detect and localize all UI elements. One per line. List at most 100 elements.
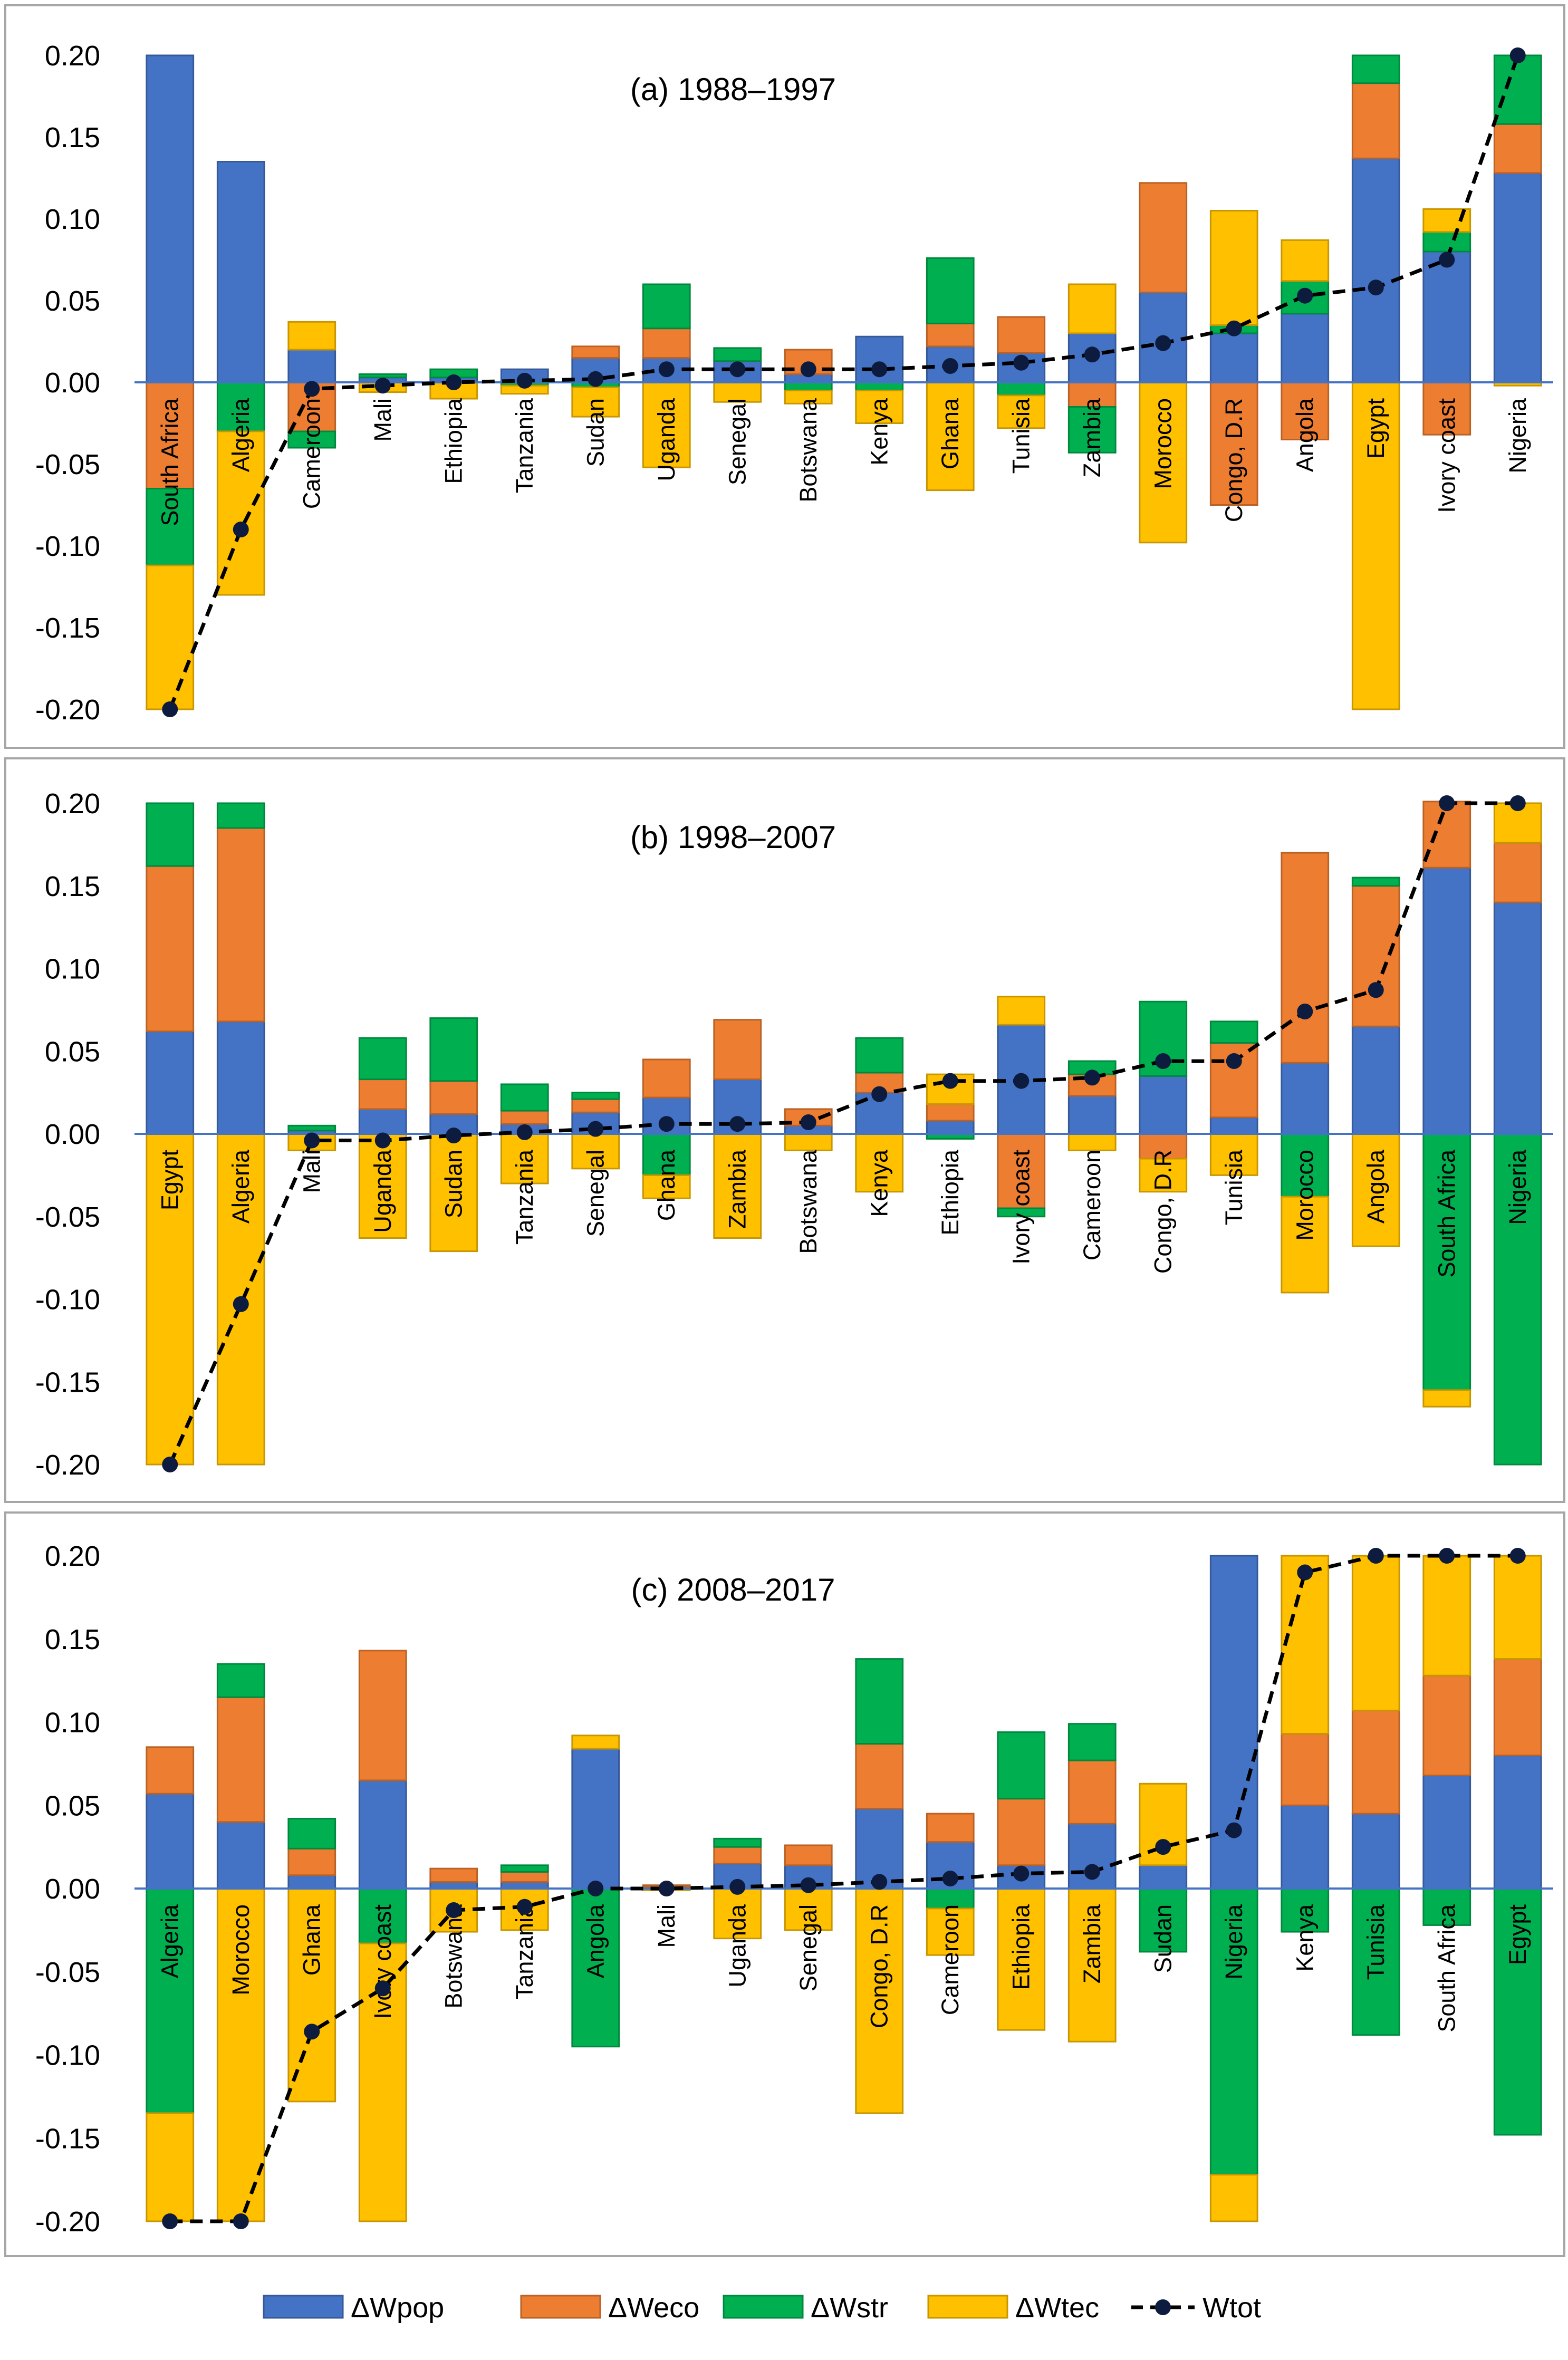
bar-wpop-congo-d-r	[1209, 332, 1258, 383]
bar-weco-ghana	[287, 1847, 336, 1876]
wtot-point-ghana	[304, 2024, 320, 2040]
bar-wstr-angola	[1351, 876, 1400, 887]
bar-wpop-algeria	[216, 1020, 265, 1135]
category-label-sudan: Sudan	[1149, 1904, 1176, 1973]
y-tick-label: 0.05	[45, 1790, 100, 1822]
bar-weco-sudan	[429, 1080, 478, 1115]
wtot-point-tunisia	[1226, 1053, 1242, 1070]
category-label-ghana: Ghana	[653, 1149, 680, 1221]
category-label-tanzania: Tanzania	[511, 398, 538, 493]
wtot-point-cameroon	[942, 1871, 958, 1887]
bar-wstr-sudan	[429, 1017, 478, 1082]
bar-wtec-uganda	[358, 1133, 407, 1239]
bar-wtec-sudan	[571, 386, 620, 418]
bar-wtec-botswana	[784, 390, 833, 404]
bar-wtec-ivory-coast	[997, 996, 1046, 1026]
bar-wpop-nigeria	[1209, 1555, 1258, 1890]
bar-wstr-zambia	[1067, 1723, 1117, 1761]
category-label-senegal: Senegal	[582, 1150, 609, 1237]
category-label-sudan: Sudan	[582, 398, 609, 467]
bar-wtec-kenya	[855, 390, 904, 424]
category-label-cameroon: Cameroon	[937, 1904, 964, 2015]
category-label-botswana: Botswana	[795, 1149, 822, 1254]
wtot-point-ethiopia	[942, 1073, 958, 1089]
bar-wtec-kenya	[855, 1133, 904, 1193]
y-tick-label: -0.15	[35, 2123, 100, 2154]
category-label-ghana: Ghana	[298, 1904, 325, 1976]
category-label-egypt: Egypt	[1362, 398, 1389, 459]
bar-wstr-ethiopia	[997, 1731, 1046, 1800]
bar-wstr-algeria	[216, 802, 265, 829]
bar-wpop-angola	[1351, 1025, 1400, 1135]
wtot-point-sudan	[446, 1128, 462, 1144]
wtot-point-senegal	[588, 1121, 604, 1137]
category-label-ivory-coast: Ivory coast	[1433, 398, 1460, 513]
category-label-angola: Angola	[582, 1904, 609, 1978]
wtot-point-botswana	[446, 1902, 462, 1919]
category-label-tanzania: Tanzania	[511, 1904, 538, 1999]
bar-wtec-ghana	[926, 381, 975, 492]
category-label-congo-d-r: Congo, D.R	[865, 1904, 892, 2028]
bar-weco-ghana	[642, 1058, 691, 1099]
category-label-algeria: Algeria	[227, 398, 254, 472]
wtot-point-congo-d-r	[1155, 1053, 1171, 1070]
legend-label-wtec: ΔWtec	[1015, 2292, 1099, 2324]
bar-weco-uganda	[642, 327, 691, 359]
legend-label-wpop: ΔWpop	[351, 2292, 444, 2324]
bar-wpop-algeria	[216, 161, 265, 383]
bar-wpop-algeria	[146, 1793, 195, 1890]
y-tick-label: 0.15	[45, 122, 100, 153]
bar-weco-algeria	[216, 827, 265, 1023]
wtot-point-tunisia	[1013, 354, 1030, 371]
bar-weco-egypt	[1351, 82, 1400, 159]
bar-wpop-south-africa	[146, 54, 195, 383]
wtot-point-angola	[1297, 287, 1313, 304]
category-label-senegal: Senegal	[795, 1904, 822, 1991]
wtot-point-angola	[588, 1881, 604, 1896]
bar-wpop-tunisia	[1351, 1813, 1400, 1890]
wtot-point-morocco	[233, 2213, 249, 2229]
bar-wpop-nigeria	[1493, 172, 1542, 383]
bars	[146, 1555, 1542, 2222]
bar-weco-congo-d-r	[855, 1743, 904, 1810]
bar-wpop-nigeria	[1493, 901, 1542, 1135]
wtot-point-tanzania	[516, 372, 533, 389]
legend: ΔWpop ΔWeco ΔWstr ΔWtec Wtot	[263, 2292, 1261, 2324]
bar-wstr-uganda	[642, 283, 691, 330]
bar-wstr-nigeria	[1493, 54, 1542, 125]
legend-swatch-wtec	[927, 2295, 1008, 2319]
legend-label-wtot: Wtot	[1203, 2292, 1261, 2324]
category-label-egypt: Egypt	[1504, 1904, 1531, 1966]
bar-wtec-angola	[1351, 1133, 1400, 1247]
bar-wstr-tunisia	[1351, 1887, 1400, 2036]
bar-wstr-kenya	[855, 1037, 904, 1074]
y-tick-label: -0.20	[35, 1449, 100, 1481]
bar-weco-egypt	[1493, 1658, 1542, 1757]
bar-weco-tanzania	[500, 1110, 549, 1125]
category-label-algeria: Algeria	[227, 1149, 254, 1224]
bar-wtec-congo-d-r	[1139, 1158, 1188, 1193]
category-label-kenya: Kenya	[865, 1149, 892, 1217]
bar-wpop-egypt	[146, 1030, 195, 1135]
bar-wstr-south-africa	[1422, 1887, 1471, 1926]
bar-wpop-angola	[571, 1748, 620, 1890]
bar-wpop-egypt	[1493, 1755, 1542, 1890]
bar-weco-morocco	[1139, 182, 1188, 293]
category-label-uganda: Uganda	[724, 1904, 751, 1988]
wtot-point-uganda	[658, 361, 675, 378]
bar-wpop-morocco	[216, 1821, 265, 1890]
category-label-algeria: Algeria	[156, 1904, 183, 1978]
wtot-point-cameroon	[304, 381, 320, 397]
wtot-point-mali	[658, 1881, 675, 1896]
panel-title: (a) 1988–1997	[630, 72, 836, 107]
category-label-ghana: Ghana	[937, 398, 964, 469]
bar-weco-morocco	[1281, 852, 1330, 1064]
bar-wtec-south-africa	[1422, 1555, 1471, 1677]
wtot-point-congo-d-r	[1226, 320, 1242, 336]
category-label-ivory-coast: Ivory coast	[369, 1904, 396, 2019]
wtot-point-nigeria	[1509, 795, 1526, 811]
bar-weco-angola	[1281, 381, 1330, 440]
wtot-point-nigeria	[1226, 1822, 1242, 1838]
wtot-point-ghana	[942, 358, 958, 374]
category-label-tanzania: Tanzania	[511, 1149, 538, 1245]
